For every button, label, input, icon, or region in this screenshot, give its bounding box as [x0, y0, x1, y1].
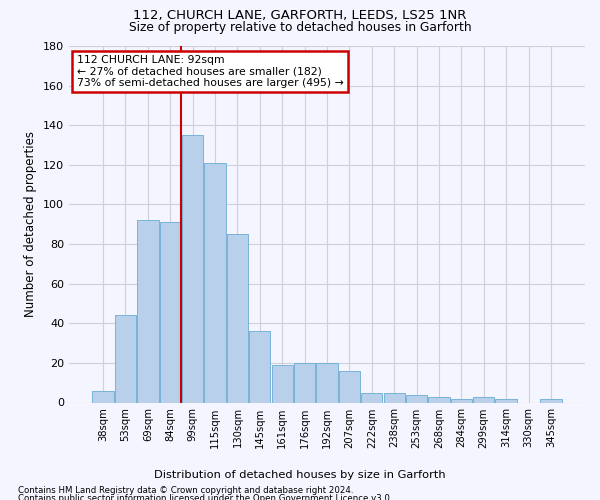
Bar	[339, 371, 360, 402]
Bar	[496, 398, 517, 402]
Bar	[428, 396, 449, 402]
Text: 112 CHURCH LANE: 92sqm
← 27% of detached houses are smaller (182)
73% of semi-de: 112 CHURCH LANE: 92sqm ← 27% of detached…	[77, 55, 343, 88]
Bar	[406, 394, 427, 402]
Bar	[451, 398, 472, 402]
Y-axis label: Number of detached properties: Number of detached properties	[25, 131, 37, 318]
Bar	[205, 163, 226, 402]
Bar	[160, 222, 181, 402]
Bar	[540, 398, 562, 402]
Bar	[137, 220, 158, 402]
Bar	[227, 234, 248, 402]
Text: Size of property relative to detached houses in Garforth: Size of property relative to detached ho…	[128, 22, 472, 35]
Text: Contains public sector information licensed under the Open Government Licence v3: Contains public sector information licen…	[18, 494, 392, 500]
Bar	[115, 316, 136, 402]
Text: 112, CHURCH LANE, GARFORTH, LEEDS, LS25 1NR: 112, CHURCH LANE, GARFORTH, LEEDS, LS25 …	[133, 9, 467, 22]
Bar	[361, 392, 382, 402]
Bar	[383, 392, 405, 402]
Text: Distribution of detached houses by size in Garforth: Distribution of detached houses by size …	[154, 470, 446, 480]
Bar	[473, 396, 494, 402]
Bar	[272, 365, 293, 403]
Text: Contains HM Land Registry data © Crown copyright and database right 2024.: Contains HM Land Registry data © Crown c…	[18, 486, 353, 495]
Bar	[92, 390, 114, 402]
Bar	[249, 331, 271, 402]
Bar	[182, 135, 203, 402]
Bar	[294, 363, 315, 403]
Bar	[316, 363, 338, 403]
